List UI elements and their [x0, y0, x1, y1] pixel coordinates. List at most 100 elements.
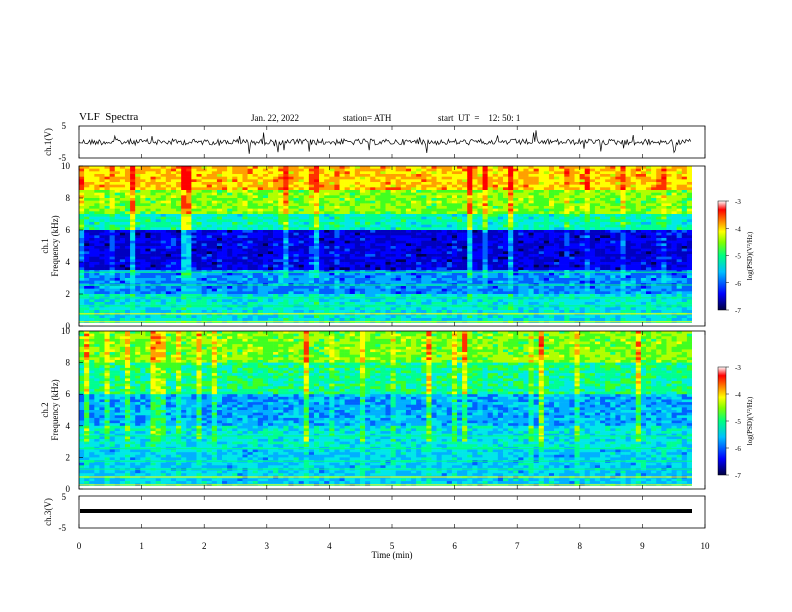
spectrogram-cell [462, 209, 467, 212]
spectrogram-cell [263, 299, 268, 302]
spectrogram-cell [248, 219, 253, 222]
spectrogram-cell [222, 217, 227, 220]
spectrogram-cell [360, 217, 365, 220]
spectrogram-cell [258, 169, 263, 172]
spectrogram-cell [411, 219, 416, 222]
spectrogram-cell [288, 291, 293, 294]
spectrogram-cell [135, 203, 140, 206]
spectrogram-cell [196, 230, 201, 233]
spectrogram-cell [452, 251, 457, 254]
spectrogram-cell [355, 166, 360, 169]
spectrogram-cell [258, 185, 263, 188]
spectrogram-cell [288, 299, 293, 302]
spectrogram-cell [294, 318, 299, 321]
spectrogram-cell [442, 222, 447, 225]
spectrogram-cell [355, 209, 360, 212]
spectrogram-cell [304, 281, 309, 284]
spectrogram-cell [309, 262, 314, 265]
spectrogram-cell [493, 254, 498, 257]
spectrogram-cell [355, 275, 360, 278]
spectrogram-cell [457, 209, 462, 212]
spectrogram-cell [288, 243, 293, 246]
spectrogram-cell [365, 177, 370, 180]
spectrogram-cell [105, 233, 110, 236]
spectrogram-cell [186, 214, 191, 217]
spectrogram-cell [340, 201, 345, 204]
spectrogram-cell [299, 310, 304, 313]
spectrogram-cell [176, 315, 181, 318]
spectrogram-cell [406, 219, 411, 222]
spectrogram-cell [232, 171, 237, 174]
spectrogram-cell [396, 209, 401, 212]
spectrogram-cell [268, 211, 273, 214]
spectrogram-cell [125, 222, 130, 225]
spectrogram-cell [406, 209, 411, 212]
spectrogram-cell [309, 259, 314, 262]
spectrogram-cell [498, 251, 503, 254]
spectrogram-cell [421, 238, 426, 241]
spectrogram-cell [472, 241, 477, 244]
spectrogram-cell [360, 267, 365, 270]
spectrogram-cell [309, 315, 314, 318]
spectrogram-cell [84, 190, 89, 193]
spectrogram-cell [212, 187, 217, 190]
spectrogram-cell [288, 219, 293, 222]
spectrogram-cell [319, 257, 324, 260]
spectrogram-cell [493, 299, 498, 302]
spectrogram-cell [191, 195, 196, 198]
spectrogram-cell [467, 206, 472, 209]
spectrogram-cell [340, 187, 345, 190]
spectrogram-cell [375, 230, 380, 233]
spectrogram-cell [278, 310, 283, 313]
spectrogram-cell [156, 195, 161, 198]
spectrogram-cell [396, 203, 401, 206]
spectrogram-cell [207, 286, 212, 289]
spectrogram-cell [380, 249, 385, 252]
spectrogram-cell [161, 278, 166, 281]
spectrogram-cell [191, 214, 196, 217]
spectrogram-cell [151, 291, 156, 294]
spectrogram-cell [360, 230, 365, 233]
spectrogram-cell [340, 254, 345, 257]
spectrogram-cell [467, 179, 472, 182]
spectrogram-cell [452, 185, 457, 188]
spectrogram-cell [309, 286, 314, 289]
spectrogram-cell [416, 310, 421, 313]
spectrogram-cell [89, 262, 94, 265]
spectrogram-cell [248, 214, 253, 217]
spectrogram-cell [324, 251, 329, 254]
spectrogram-cell [212, 289, 217, 292]
spectrogram-cell [294, 166, 299, 169]
spectrogram-cell [416, 307, 421, 310]
spectrogram-cell [493, 206, 498, 209]
spectrogram-cell [431, 171, 436, 174]
spectrogram-cell [360, 254, 365, 257]
spectrogram-cell [105, 195, 110, 198]
spectrogram-cell [334, 238, 339, 241]
spectrogram-cell [232, 310, 237, 313]
spectrogram-cell [161, 185, 166, 188]
spectrogram-cell [227, 225, 232, 228]
spectrogram-cell [411, 227, 416, 230]
spectrogram-cell [253, 291, 258, 294]
spectrogram-cell [314, 254, 319, 257]
spectrogram-cell [380, 209, 385, 212]
spectrogram-cell [416, 281, 421, 284]
spectrogram-cell [191, 235, 196, 238]
spectrogram-cell [345, 214, 350, 217]
spectrogram-cell [411, 177, 416, 180]
spectrogram-cell [130, 225, 135, 228]
spectrogram-cell [202, 254, 207, 257]
spectrogram-cell [355, 257, 360, 260]
spectrogram-cell [191, 230, 196, 233]
spectrogram-cell [196, 227, 201, 230]
spectrogram-cell [232, 267, 237, 270]
spectrogram-cell [110, 190, 115, 193]
spectrogram-cell [288, 195, 293, 198]
spectrogram-cell [140, 203, 145, 206]
spectrogram-cell [380, 235, 385, 238]
spectrogram-cell [130, 241, 135, 244]
spectrogram-cell [370, 177, 375, 180]
spectrogram-cell [355, 198, 360, 201]
spectrogram-cell [442, 281, 447, 284]
